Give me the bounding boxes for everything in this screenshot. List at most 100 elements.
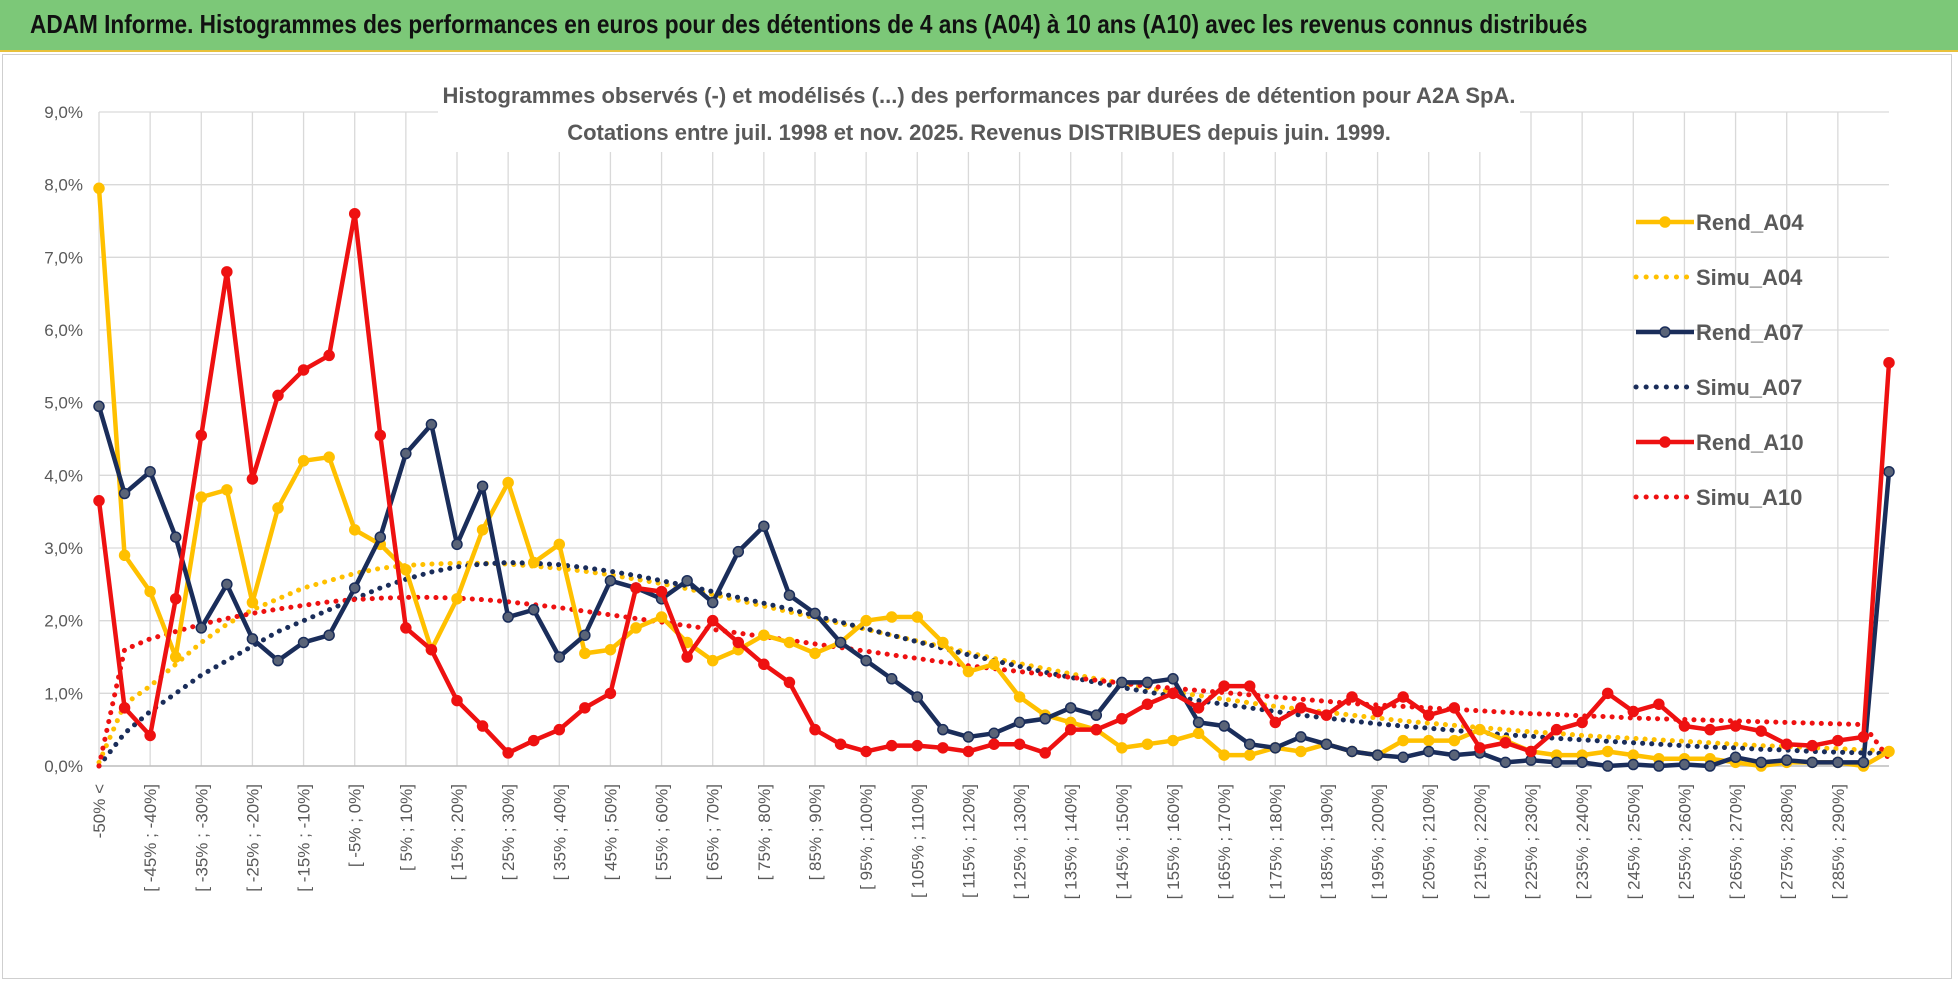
y-tick-label: 9,0% [44,103,83,122]
data-point [783,589,796,601]
x-tick-label: [ 175% ; 180%] [1266,784,1285,899]
data-point [1576,716,1588,729]
data-point [1448,702,1461,714]
x-tick-label: [ 195% ; 200%] [1369,784,1388,899]
data-point [1704,723,1716,736]
data-point [502,476,514,489]
data-point [911,739,924,752]
chart-subtitle: Cotations entre juil. 1998 et nov. 2025.… [567,120,1391,145]
chart-title: Histogrammes observés (-) et modélisés (… [443,83,1516,108]
data-point [476,720,489,732]
data-point [1141,698,1154,710]
data-point [502,747,514,759]
data-point [1704,760,1716,772]
data-point [630,582,642,594]
x-tick-label: [ 275% ; 280%] [1778,784,1797,899]
data-point [221,578,233,591]
data-point [1422,745,1435,758]
x-tick-label: [ -15% ; -10%] [295,784,314,892]
data-point [425,418,438,431]
data-point [911,691,924,703]
data-point [1780,754,1793,766]
data-point [348,582,361,594]
series-rend-a10 [93,207,1895,759]
data-point [1550,723,1563,736]
data-point [1627,758,1640,771]
y-tick-label: 4,0% [44,466,83,485]
data-point [195,622,208,634]
data-point [885,611,898,623]
data-point [1116,676,1128,689]
data-point [246,473,259,485]
data-point [297,364,310,376]
data-point [1295,702,1307,714]
data-point [144,729,156,742]
data-point [1601,745,1614,758]
data-point [758,658,770,671]
data-point [400,622,412,634]
data-point [579,702,591,714]
x-tick-label: [ 135% ; 140%] [1062,784,1081,899]
data-point [553,538,566,551]
legend-item-simu-a10: Simu_A10 [1633,485,1802,510]
data-point [1422,734,1435,747]
data-point [1243,738,1256,750]
x-tick-label: [ 205% ; 210%] [1420,784,1439,899]
data-point [1525,745,1537,758]
data-point [1141,676,1154,689]
data-point [681,651,693,663]
legend-label: Simu_A07 [1696,375,1802,400]
y-tick-label: 1,0% [44,684,83,703]
data-point [93,495,105,507]
data-point [272,389,284,402]
data-point [476,524,489,536]
data-point [732,545,745,558]
data-point [1499,736,1512,749]
data-point [1883,745,1895,758]
data-point [246,633,259,645]
data-point [1806,739,1819,752]
x-tick-label: [ 65% ; 70%] [704,784,723,880]
x-tick-label: [ 165% ; 170%] [1215,784,1234,899]
x-tick-label: [ 235% ; 240%] [1573,784,1592,899]
data-point [988,727,1000,740]
data-point [1167,687,1179,700]
data-point [860,654,872,667]
legend-label: Simu_A04 [1696,265,1803,290]
y-axis-ticks: 0,0% 1,0% 2,0% 3,0% 4,0% 5,0% 6,0% 7,0% 8,0% 9,0% [44,103,83,776]
data-point [1320,709,1333,721]
data-point [604,643,617,656]
data-point [885,739,898,752]
data-point [323,629,335,641]
data-point [297,455,310,467]
data-point [93,400,105,413]
x-tick-label: [ 75% ; 80%] [755,784,774,880]
data-point [1064,702,1077,714]
data-point [885,673,898,685]
data-point [1448,749,1461,761]
data-point [1116,742,1128,754]
x-tick-label: [ 25% ; 30%] [499,784,518,880]
data-point [1039,713,1051,725]
x-tick-label: [ 145% ; 150%] [1113,784,1132,899]
data-point [195,429,208,442]
data-point [1499,756,1512,769]
data-point [1422,709,1435,721]
data-point [1550,756,1563,769]
x-tick-label: [ 95% ; 100%] [857,784,876,890]
data-point [1729,751,1742,764]
legend-item-rend-a04: Rend_A04 [1636,210,1804,235]
data-point [93,182,105,195]
legend-label: Rend_A07 [1696,320,1804,345]
data-point [195,491,208,503]
data-point [937,723,949,736]
data-point [1832,734,1844,747]
data-point [169,593,182,605]
data-point [1013,716,1026,729]
legend-marker [1659,436,1671,448]
data-point [1474,742,1486,754]
data-point [655,585,668,598]
x-tick-label: [ 285% ; 290%] [1829,784,1848,899]
data-point [451,538,463,551]
